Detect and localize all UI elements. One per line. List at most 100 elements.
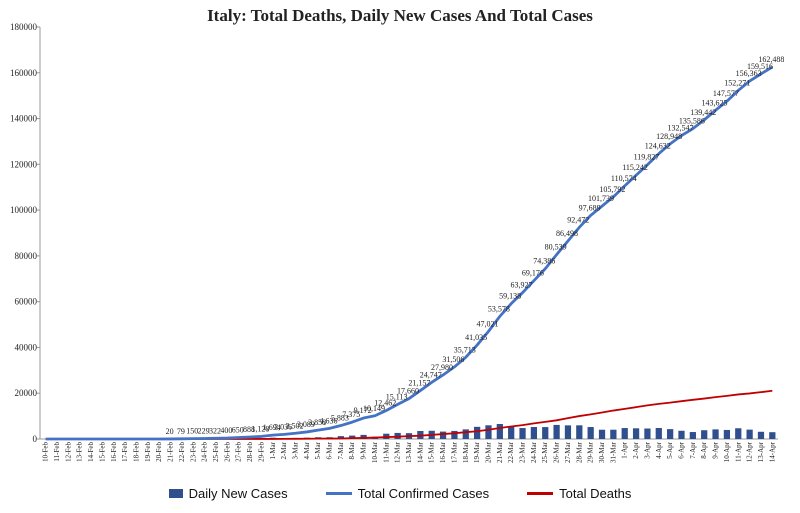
x-tick-label: 8-Mar — [348, 441, 356, 459]
data-label: 5,883 — [331, 414, 349, 423]
x-tick-label: 26-Feb — [223, 442, 231, 462]
x-tick-label: 9-Apr — [712, 441, 720, 458]
y-tick-label: 0 — [33, 434, 38, 444]
data-label: 2,036 — [274, 422, 292, 431]
x-tick-label: 26-Mar — [553, 441, 561, 463]
y-tick-label: 20000 — [15, 388, 38, 398]
data-label: 35,713 — [454, 345, 476, 354]
data-label: 53,578 — [488, 304, 510, 313]
data-label: 3,858 — [308, 418, 326, 427]
data-label: 229 — [198, 426, 210, 435]
legend-label-daily-new-cases: Daily New Cases — [188, 486, 288, 501]
bar-daily-new-cases — [735, 428, 742, 439]
x-tick-label: 17-Feb — [121, 442, 129, 462]
data-label: 101,739 — [588, 194, 614, 203]
x-tick-label: 25-Feb — [212, 442, 220, 462]
x-tick-label: 4-Apr — [655, 441, 663, 458]
legend-item-daily-new-cases: Daily New Cases — [168, 486, 288, 501]
x-tick-label: 11-Apr — [734, 441, 742, 462]
data-label: 79 — [177, 427, 185, 436]
x-tick-label: 29-Mar — [587, 441, 595, 463]
x-tick-label: 10-Apr — [723, 441, 731, 462]
bar-daily-new-cases — [485, 425, 492, 439]
x-tick-label: 16-Mar — [439, 441, 447, 463]
x-tick-label: 12-Feb — [64, 442, 72, 462]
x-tick-label: 21-Feb — [167, 442, 175, 462]
data-label: 59,138 — [499, 292, 521, 301]
x-tick-label: 19-Mar — [473, 441, 481, 463]
x-tick-label: 6-Mar — [326, 441, 334, 459]
x-tick-label: 15-Mar — [428, 441, 436, 463]
chart-title: Italy: Total Deaths, Daily New Cases And… — [207, 6, 593, 25]
bar-daily-new-cases — [701, 430, 708, 439]
bar-daily-new-cases — [542, 427, 549, 439]
bar-daily-new-cases — [746, 429, 753, 439]
data-label: 152,271 — [724, 78, 750, 87]
data-label: 47,021 — [476, 319, 498, 328]
x-tick-label: 19-Feb — [144, 442, 152, 462]
data-label: 650 — [232, 426, 244, 435]
bar-daily-new-cases — [723, 429, 731, 439]
x-tick-label: 6-Apr — [677, 441, 685, 458]
x-tick-label: 28-Mar — [575, 441, 583, 463]
data-label: 69,176 — [522, 269, 544, 278]
x-tick-label: 14-Mar — [416, 441, 424, 463]
x-tick-label: 9-Mar — [360, 441, 368, 459]
data-label: 80,539 — [545, 243, 567, 252]
line-total-confirmed-cases — [45, 65, 774, 441]
bar-daily-new-cases — [678, 430, 685, 439]
x-tick-label: 31-Mar — [609, 441, 617, 463]
legend-item-total-confirmed-cases: Total Confirmed Cases — [325, 486, 490, 501]
data-label: 400 — [220, 426, 232, 435]
data-label: 150 — [186, 427, 198, 436]
bar-daily-new-cases — [360, 434, 367, 439]
x-tick-label: 23-Mar — [519, 441, 527, 463]
data-label: 31,506 — [442, 355, 464, 364]
data-label: 3,089 — [297, 420, 315, 429]
x-tick-label: 22-Mar — [507, 441, 515, 463]
bar-daily-new-cases — [598, 429, 606, 439]
data-label: 1,694 — [263, 423, 281, 432]
y-tick-label: 160000 — [10, 68, 38, 78]
bar-daily-new-cases — [576, 425, 583, 439]
x-tick-label: 28-Feb — [246, 442, 254, 462]
y-tick-label: 80000 — [15, 251, 38, 261]
bar-daily-new-cases — [519, 428, 526, 439]
x-tick-label: 27-Feb — [235, 442, 243, 462]
data-label: 41,035 — [465, 333, 487, 342]
bar-daily-new-cases — [439, 431, 447, 439]
x-tick-label: 1-Apr — [621, 441, 629, 458]
data-label: 143,625 — [702, 98, 728, 107]
x-tick-label: 20-Mar — [484, 441, 492, 463]
bar-daily-new-cases — [621, 428, 628, 439]
data-label: 156,363 — [736, 69, 762, 78]
y-tick-label: 40000 — [15, 342, 38, 352]
bar-daily-new-cases — [451, 430, 458, 439]
y-tick-label: 180000 — [10, 22, 38, 32]
data-label: 10,149 — [363, 404, 385, 413]
x-tick-label: 4-Mar — [303, 441, 311, 459]
data-label: 2,502 — [285, 421, 303, 430]
x-tick-label: 17-Mar — [450, 441, 458, 463]
data-label: 9,172 — [354, 406, 372, 415]
data-label: 139,442 — [690, 108, 716, 117]
data-label: 4,636 — [320, 416, 338, 425]
data-label: 159,516 — [747, 62, 773, 71]
data-label: 15,113 — [386, 392, 408, 401]
data-label: 322 — [209, 426, 221, 435]
data-label: 162,488 — [758, 55, 784, 64]
legend-swatch-daily-new-cases — [168, 489, 183, 498]
x-tick-label: 10-Feb — [42, 442, 50, 462]
bar-daily-new-cases — [508, 426, 515, 439]
legend-label-total-confirmed-cases: Total Confirmed Cases — [357, 486, 490, 501]
x-tick-label: 12-Mar — [394, 441, 402, 463]
x-tick-label: 5-Apr — [666, 441, 674, 458]
x-tick-label: 16-Feb — [110, 442, 118, 462]
y-tick-label: 60000 — [15, 297, 38, 307]
x-tick-label: 2-Mar — [280, 441, 288, 459]
bar-daily-new-cases — [689, 432, 696, 439]
data-label: 24,747 — [420, 370, 442, 379]
x-tick-label: 18-Mar — [462, 441, 470, 463]
bar-daily-new-cases — [587, 427, 594, 439]
